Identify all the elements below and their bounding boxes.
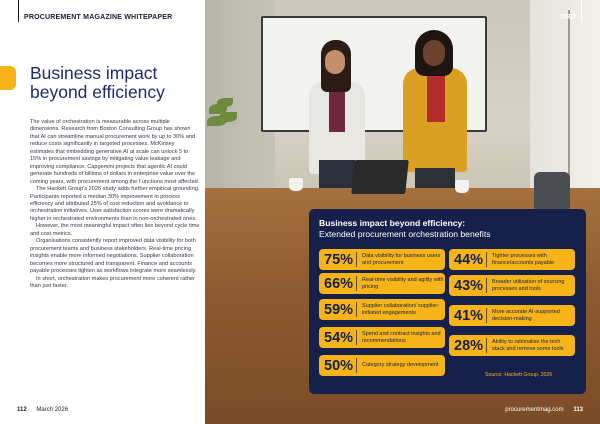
headline-line-1: Business impact [30, 63, 158, 83]
sponsor-tag: ORO [560, 14, 576, 21]
page-number: 112 [17, 407, 27, 413]
magazine-header: PROCUREMENT MAGAZINE WHITEPAPER [24, 14, 173, 21]
infographic-panel: Business impact beyond efficiency: Exten… [309, 209, 586, 394]
background-window [530, 0, 600, 190]
stat-percent: 50% [324, 357, 354, 374]
stat-label: More accurate AI-supported decision-maki… [492, 309, 560, 322]
stat-card: 44% Tighter processes with finance/accou… [449, 249, 575, 270]
stat-percent: 28% [454, 337, 484, 354]
stat-label: Real-time visibility and agility with pr… [362, 277, 444, 290]
stat-card: 43% Broader utilisation of sourcing proc… [449, 275, 575, 296]
office-chair [534, 172, 570, 212]
headline-line-2: beyond efficiency [30, 82, 165, 102]
person-right-face [423, 40, 445, 66]
person-left-legs [319, 160, 355, 190]
article-body: The value of orchestration is measurable… [30, 119, 200, 290]
stat-percent: 66% [324, 275, 354, 292]
infographic-subtitle: Extended procurement orchestration benef… [319, 229, 491, 239]
stat-card: 75% Data visibility for business users a… [319, 249, 445, 270]
article-headline: Business impact beyond efficiency [30, 64, 200, 102]
stat-card: 41% More accurate AI-supported decision-… [449, 305, 575, 326]
infographic-source: Source: Hackett Group, 2026 [485, 372, 553, 378]
stat-percent: 75% [324, 251, 354, 268]
stat-percent: 59% [324, 301, 354, 318]
person-left-top [329, 90, 345, 132]
stat-label: Data visibility for business users and p… [362, 253, 441, 266]
right-folio: procurementmag.com 113 [505, 407, 583, 413]
stat-percent: 43% [454, 277, 484, 294]
stat-card: 59% Supplier collaboration/ supplier-ini… [319, 299, 445, 320]
coffee-cup [455, 180, 469, 193]
stat-label: Ability to rationalise the tech stack an… [492, 339, 564, 352]
paragraph: The value of orchestration is measurable… [30, 119, 200, 185]
page-number: 113 [573, 407, 583, 413]
accent-tab [0, 66, 16, 90]
stat-percent: 54% [324, 329, 354, 346]
laptop [351, 160, 409, 194]
stat-percent: 44% [454, 251, 484, 268]
window-frame [568, 10, 570, 190]
coffee-cup [289, 178, 303, 191]
stat-card: 54% Spend and contract insights and reco… [319, 327, 445, 348]
left-folio: 112 March 2026 [17, 407, 68, 413]
stat-label: Category strategy development [362, 362, 439, 369]
paragraph: However, the most meaningful impact ofte… [30, 223, 200, 237]
header-rule-right [581, 0, 582, 22]
stat-card: 28% Ability to rationalise the tech stac… [449, 335, 575, 356]
stat-label: Tighter processes with finance/accounts … [492, 253, 555, 266]
website: procurementmag.com [505, 407, 564, 413]
stat-label: Broader utilisation of sourcing processe… [492, 279, 565, 292]
stat-label: Spend and contract insights and recommen… [362, 331, 441, 344]
stat-percent: 41% [454, 307, 484, 324]
header-rule [18, 0, 19, 22]
person-left-face [325, 50, 345, 74]
stat-label: Supplier collaboration/ supplier-initiat… [362, 303, 440, 316]
person-right-top [427, 74, 445, 122]
paragraph: In short, orchestration makes procuremen… [30, 275, 195, 289]
paragraph: The Hackett Group's 2026 study adds furt… [30, 186, 200, 222]
paragraph: Organisations consistently report improv… [30, 238, 197, 275]
stat-card: 66% Real-time visibility and agility wit… [319, 273, 445, 294]
left-page: PROCUREMENT MAGAZINE WHITEPAPER Business… [0, 0, 205, 424]
infographic-title: Business impact beyond efficiency: [319, 218, 466, 228]
plant [205, 96, 239, 156]
issue-date: March 2026 [36, 407, 69, 413]
stat-card: 50% Category strategy development [319, 355, 445, 376]
